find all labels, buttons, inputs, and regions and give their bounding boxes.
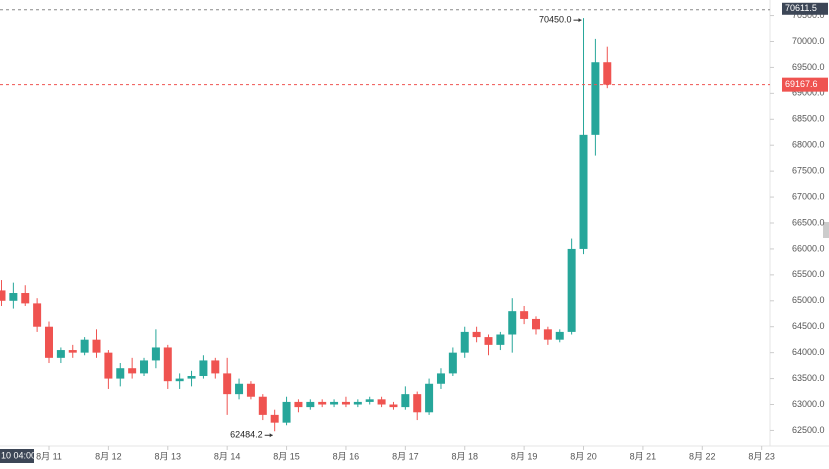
candle-body bbox=[579, 134, 588, 249]
y-tick-label: 66500.0 bbox=[792, 217, 825, 227]
candle-body bbox=[140, 360, 149, 374]
candle-body bbox=[413, 394, 422, 413]
y-tick-label: 64500.0 bbox=[792, 321, 825, 331]
candle-body bbox=[235, 383, 244, 395]
x-tick-label: 8月 21 bbox=[630, 451, 657, 461]
arrow-head bbox=[269, 433, 273, 438]
candle-body bbox=[163, 347, 172, 382]
candle-body bbox=[306, 401, 315, 408]
candle-body bbox=[175, 378, 184, 382]
y-tick-label: 70500.0 bbox=[792, 10, 825, 20]
candle-body bbox=[80, 339, 89, 353]
candle-body bbox=[151, 347, 160, 361]
x-tick-label: 8月 13 bbox=[155, 451, 182, 461]
candle-body bbox=[532, 318, 541, 330]
last-price-box bbox=[782, 77, 828, 92]
candle-body bbox=[294, 401, 303, 408]
candle-body bbox=[543, 329, 552, 340]
scroll-handle[interactable] bbox=[823, 222, 829, 238]
candle-body bbox=[282, 401, 291, 423]
x-tick-label: 8月 23 bbox=[748, 451, 775, 461]
candle-body bbox=[460, 331, 469, 353]
candle-body bbox=[0, 290, 6, 301]
y-tick-label: 66000.0 bbox=[792, 243, 825, 253]
candle-body bbox=[258, 396, 267, 415]
candle-body bbox=[365, 399, 374, 402]
candle-body bbox=[223, 373, 232, 395]
candle-body bbox=[246, 383, 255, 397]
candle-body bbox=[377, 399, 386, 405]
y-tick-label: 67500.0 bbox=[792, 166, 825, 176]
x-tick-label: 8月 12 bbox=[95, 451, 122, 461]
candle-body bbox=[448, 352, 457, 374]
y-tick-label: 68500.0 bbox=[792, 114, 825, 124]
y-tick-label: 63000.0 bbox=[792, 399, 825, 409]
candle-body bbox=[341, 401, 350, 405]
crosshair-time-label: 10 04:00 bbox=[1, 450, 36, 460]
candle-body bbox=[484, 337, 493, 345]
candle-body bbox=[436, 373, 445, 384]
x-tick-label: 8月 22 bbox=[689, 451, 716, 461]
candle-body bbox=[116, 368, 125, 379]
x-tick-label: 8月 18 bbox=[451, 451, 478, 461]
candle-body bbox=[472, 331, 481, 338]
candle-body bbox=[353, 401, 362, 405]
candle-body bbox=[401, 394, 410, 408]
y-tick-label: 64000.0 bbox=[792, 347, 825, 357]
candle-body bbox=[21, 293, 30, 304]
x-tick-label: 8月 16 bbox=[333, 451, 360, 461]
candle-body bbox=[33, 303, 42, 327]
x-tick-label: 8月 15 bbox=[273, 451, 300, 461]
candle-body bbox=[44, 326, 53, 358]
candle-body bbox=[389, 404, 398, 408]
y-tick-label: 65000.0 bbox=[792, 295, 825, 305]
candle-body bbox=[270, 414, 279, 423]
crosshair-price-box bbox=[782, 2, 828, 15]
candle-body bbox=[187, 375, 196, 379]
candle-body bbox=[318, 401, 327, 405]
candle-body bbox=[603, 62, 612, 85]
candle-body bbox=[425, 383, 434, 413]
crosshair-price-label: 70611.5 bbox=[785, 3, 817, 13]
annotation-label: 70450.0 bbox=[539, 15, 572, 25]
y-tick-label: 63500.0 bbox=[792, 373, 825, 383]
y-tick-label: 70000.0 bbox=[792, 36, 825, 46]
candle-body bbox=[496, 334, 505, 345]
candle-body bbox=[9, 293, 18, 301]
candle-body bbox=[92, 339, 101, 353]
annotation-label: 62484.2 bbox=[230, 430, 263, 440]
y-tick-label: 62500.0 bbox=[792, 425, 825, 435]
x-tick-label: 8月 20 bbox=[570, 451, 597, 461]
candle-body bbox=[128, 368, 137, 374]
y-tick-label: 67000.0 bbox=[792, 191, 825, 201]
candle-body bbox=[56, 350, 65, 358]
y-tick-label: 69000.0 bbox=[792, 88, 825, 98]
y-tick-label: 69500.0 bbox=[792, 62, 825, 72]
candle-body bbox=[68, 350, 77, 353]
arrow-head bbox=[578, 18, 582, 23]
x-tick-label: 8月 14 bbox=[214, 451, 241, 461]
candle-body bbox=[104, 352, 113, 379]
crosshair-time-box bbox=[0, 449, 34, 463]
candle-body bbox=[508, 311, 517, 335]
candle-body bbox=[199, 360, 208, 376]
candle-body bbox=[555, 331, 564, 340]
last-price-label: 69167.6 bbox=[785, 79, 818, 89]
candle-body bbox=[520, 311, 529, 319]
y-tick-label: 65500.0 bbox=[792, 269, 825, 279]
candle-body bbox=[591, 62, 600, 135]
y-tick-label: 68000.0 bbox=[792, 140, 825, 150]
candle-body bbox=[330, 401, 339, 405]
candle-body bbox=[567, 248, 576, 332]
x-tick-label: 8月 11 bbox=[36, 451, 62, 461]
x-tick-label: 8月 19 bbox=[511, 451, 538, 461]
candle-body bbox=[211, 360, 220, 374]
x-tick-label: 8月 17 bbox=[392, 451, 419, 461]
